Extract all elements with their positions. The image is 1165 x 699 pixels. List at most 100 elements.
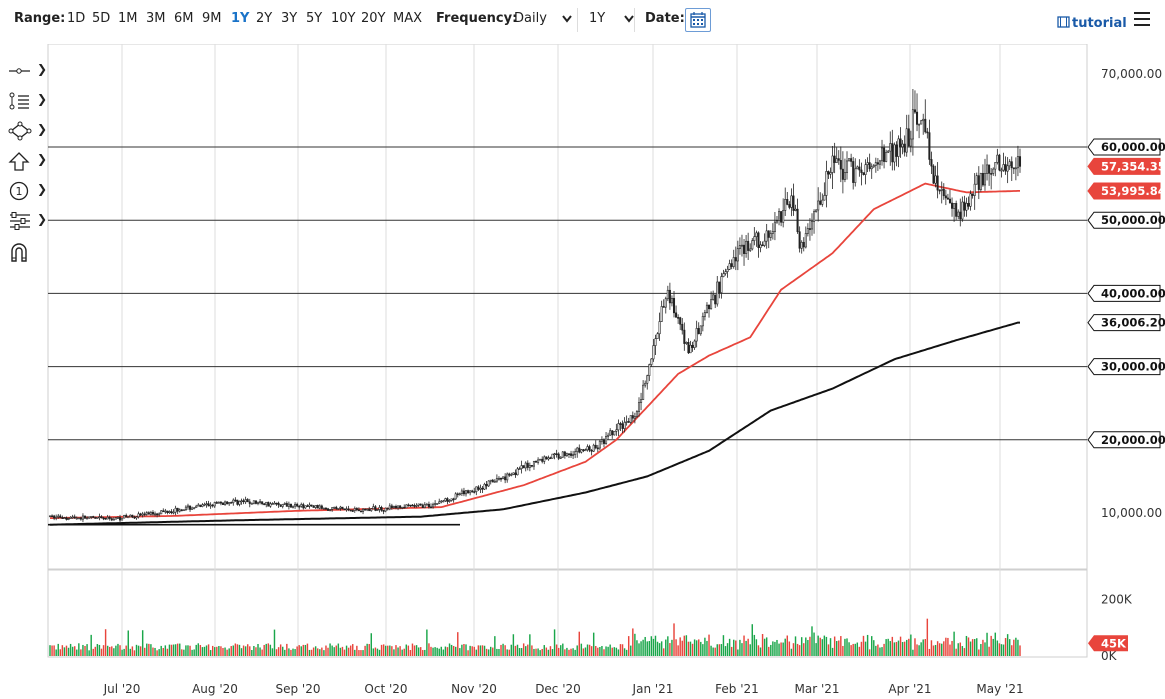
- range-button-max[interactable]: MAX: [393, 11, 423, 26]
- price-chart[interactable]: Jul '20 Aug '20 Sep '20 Oct '20 Nov '20 Dec '…: [0, 44, 1165, 699]
- arrow-tool[interactable]: ❯: [6, 150, 47, 172]
- volume-bar: [823, 635, 826, 656]
- candle-body: [160, 510, 163, 515]
- candle-body: [1006, 165, 1009, 172]
- volume-bar: [522, 643, 525, 656]
- candle-body: [137, 513, 140, 518]
- chevron-right-icon: ❯: [37, 122, 48, 136]
- range-button-3m[interactable]: 3M: [146, 11, 166, 26]
- candle-body: [755, 232, 758, 237]
- volume-bar: [866, 634, 869, 656]
- volume-bar: [761, 634, 764, 656]
- range-button-5y[interactable]: 5Y: [306, 11, 323, 26]
- candle-body: [388, 505, 391, 510]
- volume-bar: [840, 636, 842, 656]
- candle-body: [131, 514, 134, 518]
- volume-bar: [63, 647, 66, 656]
- candle-body: [508, 473, 511, 476]
- frequency-select[interactable]: Daily: [514, 11, 573, 26]
- volume-bar: [607, 646, 609, 656]
- range-button-10y[interactable]: 10Y: [331, 11, 356, 26]
- volume-bar: [568, 649, 570, 656]
- candle-body: [841, 168, 844, 180]
- candle-body: [619, 423, 622, 425]
- volume-bar: [753, 634, 756, 656]
- shape-tool[interactable]: ❯: [6, 120, 48, 142]
- volume-bar: [440, 646, 443, 656]
- tutorial-link[interactable]: tutorial: [1057, 16, 1127, 31]
- range-button-20y[interactable]: 20Y: [361, 11, 386, 26]
- volume-bar: [302, 644, 305, 656]
- candle-body: [151, 512, 154, 515]
- range-button-2y[interactable]: 2Y: [256, 11, 273, 26]
- range-button-1d[interactable]: 1D: [67, 11, 86, 26]
- range-button-9m[interactable]: 9M: [202, 11, 222, 26]
- magnet-icon: [11, 243, 27, 262]
- candle-body: [491, 479, 494, 483]
- volume-bar: [870, 636, 873, 656]
- candle-body: [296, 503, 299, 507]
- volume-bar: [158, 649, 160, 656]
- volume-bar: [646, 641, 648, 656]
- hamburger-menu-icon[interactable]: [1134, 12, 1150, 26]
- volume-bar: [537, 648, 539, 656]
- candle-body: [487, 480, 490, 487]
- volume-bar: [249, 646, 251, 656]
- volume-bar: [891, 636, 894, 656]
- candle-body: [221, 502, 225, 505]
- numbered-circle-icon: 1: [9, 181, 29, 201]
- candle-body: [300, 504, 303, 507]
- magnet-tool[interactable]: [6, 240, 46, 262]
- volume-bar: [838, 640, 840, 656]
- volume-bar: [821, 639, 824, 656]
- volume-bar: [527, 644, 529, 656]
- period-select[interactable]: 1Y: [589, 11, 635, 26]
- volume-bar: [321, 647, 323, 656]
- range-button-3y[interactable]: 3Y: [281, 11, 298, 26]
- volume-bar: [825, 636, 828, 656]
- candle-body: [382, 510, 385, 512]
- candle-body: [444, 498, 447, 502]
- candle-body: [405, 504, 408, 509]
- range-button-1m[interactable]: 1M: [118, 11, 138, 26]
- indicator-tool[interactable]: ❯: [6, 210, 47, 232]
- calendar-button[interactable]: [685, 8, 711, 32]
- crosshair-tool[interactable]: ❯: [6, 60, 47, 82]
- candle-body: [677, 317, 680, 319]
- volume-bar: [619, 644, 622, 656]
- volume-bar: [827, 644, 830, 656]
- volume-bar: [391, 646, 393, 656]
- volume-bar: [675, 639, 677, 656]
- candle-body: [596, 447, 599, 450]
- shape-icon: [8, 121, 32, 141]
- volume-bar: [141, 630, 144, 656]
- price-tag: 50,000.00: [1087, 211, 1165, 229]
- range-button-6m[interactable]: 6M: [174, 11, 194, 26]
- range-button-5d[interactable]: 5D: [92, 11, 111, 26]
- volume-bar: [298, 645, 300, 656]
- annotation-tool[interactable]: 1 ❯: [6, 180, 47, 202]
- volume-bar: [401, 649, 403, 656]
- volume-bar: [803, 643, 805, 656]
- candle-body: [738, 245, 741, 249]
- volume-bar: [895, 641, 898, 656]
- candle-body: [617, 423, 620, 431]
- candle-body: [77, 517, 80, 520]
- volume-bar: [724, 646, 727, 656]
- fibonacci-tool[interactable]: ❯: [6, 90, 47, 112]
- volume-bar: [901, 641, 904, 656]
- volume-bar: [1002, 644, 1005, 656]
- volume-bar: [702, 644, 704, 656]
- range-button-1y[interactable]: 1Y: [231, 11, 250, 26]
- volume-bar: [131, 646, 134, 656]
- candle-body: [736, 248, 739, 262]
- volume-bar: [650, 636, 653, 656]
- volume-bar: [279, 644, 282, 656]
- volume-tick-label: 0K: [1101, 649, 1118, 663]
- volume-bar: [667, 636, 669, 656]
- candle-body: [963, 201, 966, 211]
- volume-bar: [461, 644, 463, 656]
- candle-body: [366, 508, 369, 511]
- price-tag-shape: [1087, 284, 1161, 302]
- volume-bar: [745, 640, 747, 656]
